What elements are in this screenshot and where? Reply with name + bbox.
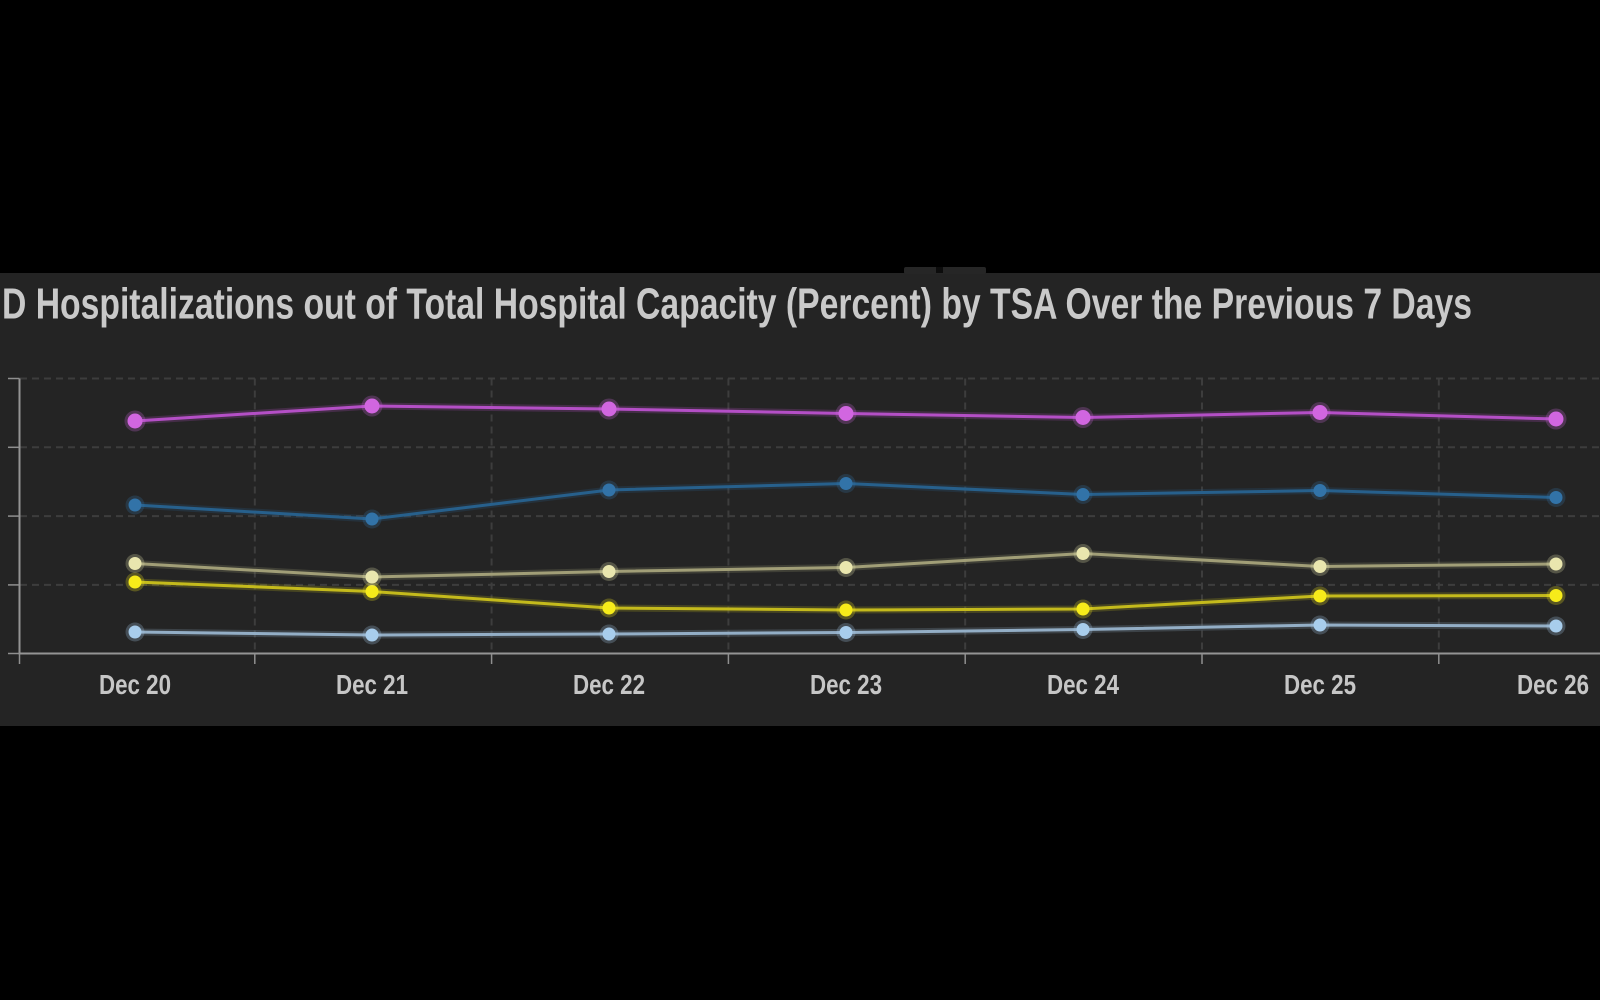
svg-text:D Hospitalizations out of Tota: D Hospitalizations out of Total Hospital… (2, 280, 1472, 329)
svg-text:Dec 21: Dec 21 (336, 669, 408, 700)
svg-text:Dec 23: Dec 23 (810, 669, 882, 700)
svg-text:Dec 24: Dec 24 (1047, 669, 1119, 700)
svg-text:Dec 26: Dec 26 (1517, 669, 1589, 700)
svg-text:Dec 22: Dec 22 (573, 669, 645, 700)
svg-text:Dec 20: Dec 20 (99, 669, 171, 700)
svg-text:Dec 25: Dec 25 (1284, 669, 1356, 700)
